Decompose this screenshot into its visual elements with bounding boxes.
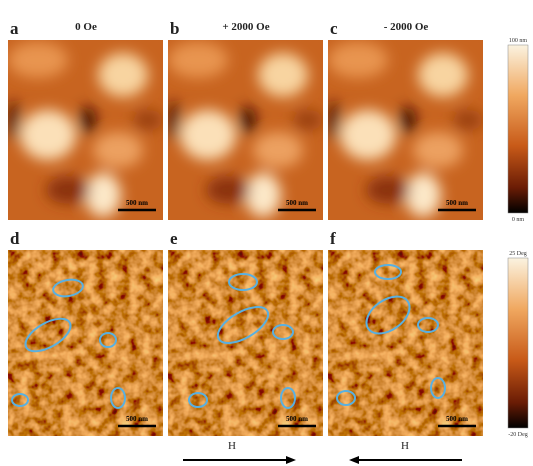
panel-label: b [170, 19, 179, 38]
panel-label: a [10, 19, 19, 38]
image [8, 250, 163, 436]
phase-image: 500 nm [328, 250, 483, 436]
panel-label: d [10, 229, 20, 248]
topography-image: 500 nm [167, 40, 323, 220]
image [167, 40, 323, 220]
scale-bar-label: 500 nm [286, 415, 308, 423]
field-label: - 2000 Oe [384, 21, 429, 33]
colorbar [508, 258, 528, 428]
scale-bar-label: 500 nm [446, 199, 468, 207]
image [328, 250, 483, 436]
arrow-label: H [401, 440, 409, 452]
panel-label: c [330, 19, 338, 38]
colorbar-min: 0 nm [512, 217, 525, 223]
panel-label: e [170, 229, 178, 248]
colorbar-max: 25 Deg [509, 251, 527, 257]
topography-image: 500 nm [327, 40, 483, 220]
image [168, 250, 323, 436]
field-label: + 2000 Oe [222, 21, 269, 33]
arrow-label: H [228, 440, 236, 452]
colorbar-min: -20 Deg [508, 432, 528, 438]
image [7, 40, 163, 220]
scale-bar-label: 500 nm [286, 199, 308, 207]
panel-label: f [330, 229, 336, 248]
arrow-head [286, 456, 296, 464]
scale-bar-label: 500 nm [446, 415, 468, 423]
arrow-head [349, 456, 359, 464]
image [327, 40, 483, 220]
figure: 500 nm a 0 Oe 500 nm b + 2000 Oe 500 nm c - 2000… [0, 0, 533, 466]
scale-bar-label: 500 nm [126, 415, 148, 423]
field-label: 0 Oe [75, 21, 97, 33]
phase-image: 500 nm [8, 250, 163, 436]
phase-image: 500 nm [168, 250, 323, 436]
topography-image: 500 nm [7, 40, 163, 220]
colorbar [508, 45, 528, 213]
colorbar-max: 100 nm [509, 38, 528, 44]
scale-bar-label: 500 nm [126, 199, 148, 207]
